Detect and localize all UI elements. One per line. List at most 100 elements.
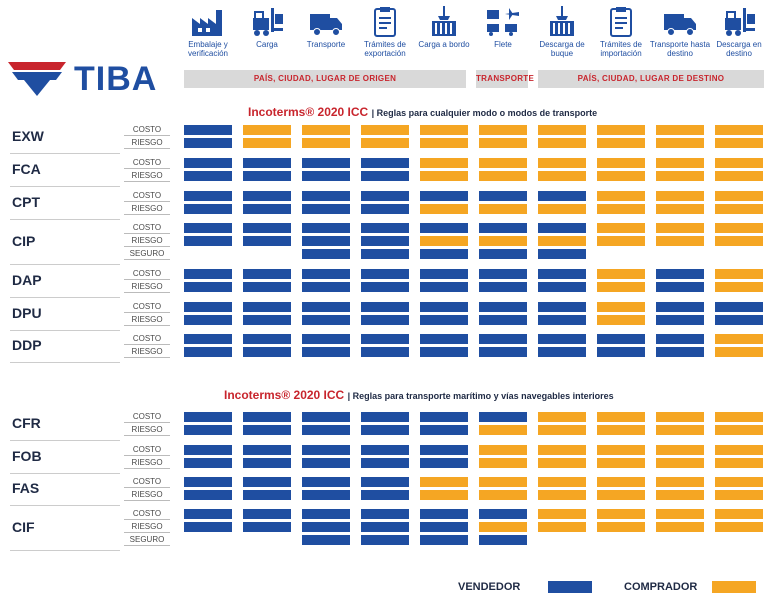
crane-icon	[426, 6, 462, 38]
buyer-cell	[656, 236, 704, 246]
step-10: Descarga en destino	[709, 6, 768, 64]
buyer-cell	[656, 458, 704, 468]
buyer-cell	[420, 477, 468, 487]
seller-cell	[361, 269, 409, 279]
brand-name: TIBA	[74, 60, 158, 98]
step-label: Trámites de importación	[600, 40, 642, 58]
seller-cell	[243, 458, 291, 468]
step-label: Transporte hasta destino	[649, 40, 711, 58]
seller-cell	[479, 535, 527, 545]
seller-cell	[656, 282, 704, 292]
seller-cell	[302, 315, 350, 325]
seller-cell	[302, 282, 350, 292]
seller-cell	[361, 477, 409, 487]
seller-cell	[361, 347, 409, 357]
incoterm-dpu: DPU	[12, 305, 42, 321]
step-3: Transporte	[296, 6, 356, 64]
buyer-cell	[715, 236, 763, 246]
row-label-costo: COSTO	[124, 124, 170, 136]
seller-cell	[302, 347, 350, 357]
buyer-cell	[656, 158, 704, 168]
buyer-cell	[420, 236, 468, 246]
row-label-riesgo: RIESGO	[124, 170, 170, 182]
step-6: Flete	[473, 6, 533, 64]
section-title-subtitle: | Reglas para cualquier modo o modos de …	[371, 108, 598, 118]
buyer-cell	[715, 425, 763, 435]
seller-cell	[538, 315, 586, 325]
buyer-cell	[479, 171, 527, 181]
seller-cell	[420, 535, 468, 545]
buyer-cell	[597, 125, 645, 135]
seller-cell	[302, 509, 350, 519]
seller-cell	[302, 171, 350, 181]
seller-cell	[302, 334, 350, 344]
buyer-cell	[538, 204, 586, 214]
row-label-riesgo: RIESGO	[124, 314, 170, 326]
legend-seller-label: VENDEDOR	[458, 581, 521, 593]
seller-cell	[302, 445, 350, 455]
buyer-cell	[479, 458, 527, 468]
step-9: Transporte hasta destino	[650, 6, 710, 64]
seller-cell	[420, 412, 468, 422]
seller-cell	[479, 302, 527, 312]
buyer-cell	[715, 158, 763, 168]
seller-cell	[420, 425, 468, 435]
seller-cell	[184, 204, 232, 214]
buyer-cell	[597, 302, 645, 312]
seller-cell	[302, 302, 350, 312]
seller-cell	[243, 425, 291, 435]
row-label-riesgo: RIESGO	[124, 346, 170, 358]
forklift-icon	[721, 6, 757, 38]
buyer-cell	[715, 490, 763, 500]
section-title-subtitle: | Reglas para transporte marítimo y vías…	[347, 391, 614, 401]
seller-cell	[361, 412, 409, 422]
row-label-costo: COSTO	[124, 411, 170, 423]
buyer-cell	[479, 204, 527, 214]
seller-cell	[243, 490, 291, 500]
buyer-cell	[715, 223, 763, 233]
row-label-costo: COSTO	[124, 301, 170, 313]
seller-cell	[302, 236, 350, 246]
buyer-cell	[479, 236, 527, 246]
seller-cell	[656, 347, 704, 357]
step-7: Descarga de buque	[532, 6, 592, 64]
buyer-cell	[597, 458, 645, 468]
section-title: Incoterms® 2020 ICC | Reglas para cualqu…	[248, 105, 597, 119]
buyer-cell	[538, 425, 586, 435]
row-label-costo: COSTO	[124, 476, 170, 488]
row-label-riesgo: RIESGO	[124, 203, 170, 215]
seller-cell	[361, 522, 409, 532]
buyer-cell	[656, 138, 704, 148]
buyer-cell	[656, 204, 704, 214]
seller-cell	[538, 249, 586, 259]
buyer-cell	[420, 171, 468, 181]
buyer-cell	[538, 458, 586, 468]
step-label: Trámites de exportación	[364, 40, 406, 58]
seller-cell	[243, 204, 291, 214]
buyer-cell	[479, 490, 527, 500]
seller-cell	[420, 445, 468, 455]
buyer-cell	[715, 269, 763, 279]
buyer-cell	[538, 171, 586, 181]
buyer-cell	[597, 204, 645, 214]
process-steps: Embalaje y verificación Carga Transporte Tr…	[0, 0, 768, 60]
seller-cell	[302, 249, 350, 259]
seller-cell	[243, 158, 291, 168]
destination-band: PAÍS, CIUDAD, LUGAR DE DESTINO	[538, 70, 764, 88]
buyer-cell	[597, 477, 645, 487]
incoterm-ddp: DDP	[12, 337, 42, 353]
buyer-cell	[243, 125, 291, 135]
clipboard-icon	[367, 6, 403, 38]
buyer-cell	[715, 522, 763, 532]
step-5: Carga a bordo	[414, 6, 474, 64]
term-separator	[10, 505, 120, 506]
step-4: Trámites de exportación	[355, 6, 415, 64]
crane-icon	[544, 6, 580, 38]
seller-cell	[184, 522, 232, 532]
legend-seller-swatch	[548, 581, 592, 593]
term-separator	[10, 330, 120, 331]
seller-cell	[243, 236, 291, 246]
seller-cell	[302, 477, 350, 487]
buyer-cell	[538, 490, 586, 500]
tiba-logo-mark-icon	[8, 62, 66, 96]
